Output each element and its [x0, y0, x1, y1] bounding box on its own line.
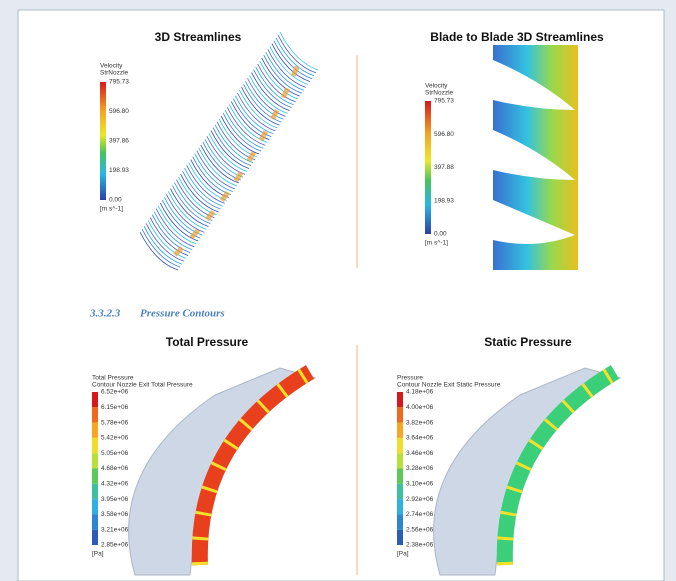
color-step: [397, 530, 403, 545]
color-step: [92, 469, 98, 484]
panel-title: Static Pressure: [484, 335, 572, 349]
color-step: [92, 514, 98, 529]
legend-label: 3.10e+06: [406, 481, 434, 488]
legend-title: Total Pressure: [92, 375, 134, 382]
legend-label: 3.46e+06: [406, 450, 434, 457]
page: 3.3.2.3 Pressure Contours 3D Streamlines…: [0, 0, 676, 581]
color-bar: [100, 82, 106, 200]
legend-label: 2.38e+06: [406, 542, 434, 549]
legend-subtitle: StrNozzle: [425, 90, 454, 97]
color-step: [92, 453, 98, 468]
color-step: [92, 423, 98, 438]
color-step: [397, 514, 403, 529]
legend-label: 5.05e+06: [101, 450, 129, 457]
legend-label: 198.93: [434, 197, 454, 204]
section-title: Pressure Contours: [140, 308, 225, 320]
legend-label: 4.32e+06: [101, 481, 129, 488]
section-number: 3.3.2.3: [89, 308, 121, 320]
legend-label: 397.88: [434, 164, 454, 171]
legend-label: 0.00: [109, 197, 122, 204]
legend-label: 795.73: [109, 79, 129, 86]
color-step: [92, 530, 98, 545]
color-step: [92, 407, 98, 422]
legend-label: 2.85e+06: [101, 542, 129, 549]
legend-label: 3.64e+06: [406, 435, 434, 442]
legend-unit: [Pa]: [92, 551, 104, 558]
panel-title: Blade to Blade 3D Streamlines: [430, 30, 604, 44]
legend-label: 4.68e+06: [101, 465, 129, 472]
legend-label: 397.86: [109, 138, 129, 145]
legend-label: 198.93: [109, 167, 129, 174]
legend-label: 3.58e+06: [101, 511, 129, 518]
legend-unit: [m s^-1]: [425, 240, 448, 247]
legend-unit: [Pa]: [397, 551, 409, 558]
legend-label: 3.21e+06: [101, 526, 129, 533]
legend-subtitle: StrNozzle: [100, 70, 129, 77]
legend-label: 6.15e+06: [101, 404, 129, 411]
legend-label: 4.18e+06: [406, 389, 434, 396]
legend-label: 5.78e+06: [101, 419, 129, 426]
legend-label: 4.00e+06: [406, 404, 434, 411]
color-step: [397, 484, 403, 499]
color-step: [92, 438, 98, 453]
legend-label: 0.00: [434, 231, 447, 238]
legend-label: 5.42e+06: [101, 435, 129, 442]
color-step: [92, 484, 98, 499]
legend-unit: [m s^-1]: [100, 206, 123, 213]
color-bar: [425, 101, 431, 234]
legend-label: 6.52e+06: [101, 389, 129, 396]
color-step: [397, 438, 403, 453]
legend-subtitle: Contour Nozzle Exit Static Pressure: [397, 382, 501, 389]
legend-label: 3.28e+06: [406, 465, 434, 472]
panel-title: 3D Streamlines: [155, 30, 242, 44]
legend-subtitle: Contour Nozzle Exit Total Pressure: [92, 382, 193, 389]
legend-label: 596.80: [434, 131, 454, 138]
color-step: [397, 407, 403, 422]
legend-label: 596.80: [109, 108, 129, 115]
color-step: [397, 469, 403, 484]
legend-label: 2.92e+06: [406, 496, 434, 503]
color-step: [92, 499, 98, 514]
legend-label: 795.73: [434, 98, 454, 105]
legend-title: Velocity: [425, 83, 448, 90]
color-step: [397, 392, 403, 407]
legend-title: Pressure: [397, 375, 423, 382]
legend-title: Velocity: [100, 63, 123, 70]
legend-label: 3.82e+06: [406, 419, 434, 426]
color-step: [397, 423, 403, 438]
color-step: [397, 499, 403, 514]
color-step: [92, 392, 98, 407]
legend-label: 2.56e+06: [406, 526, 434, 533]
legend-label: 2.74e+06: [406, 511, 434, 518]
legend-label: 3.95e+06: [101, 496, 129, 503]
panel-title: Total Pressure: [166, 335, 249, 349]
color-step: [397, 453, 403, 468]
